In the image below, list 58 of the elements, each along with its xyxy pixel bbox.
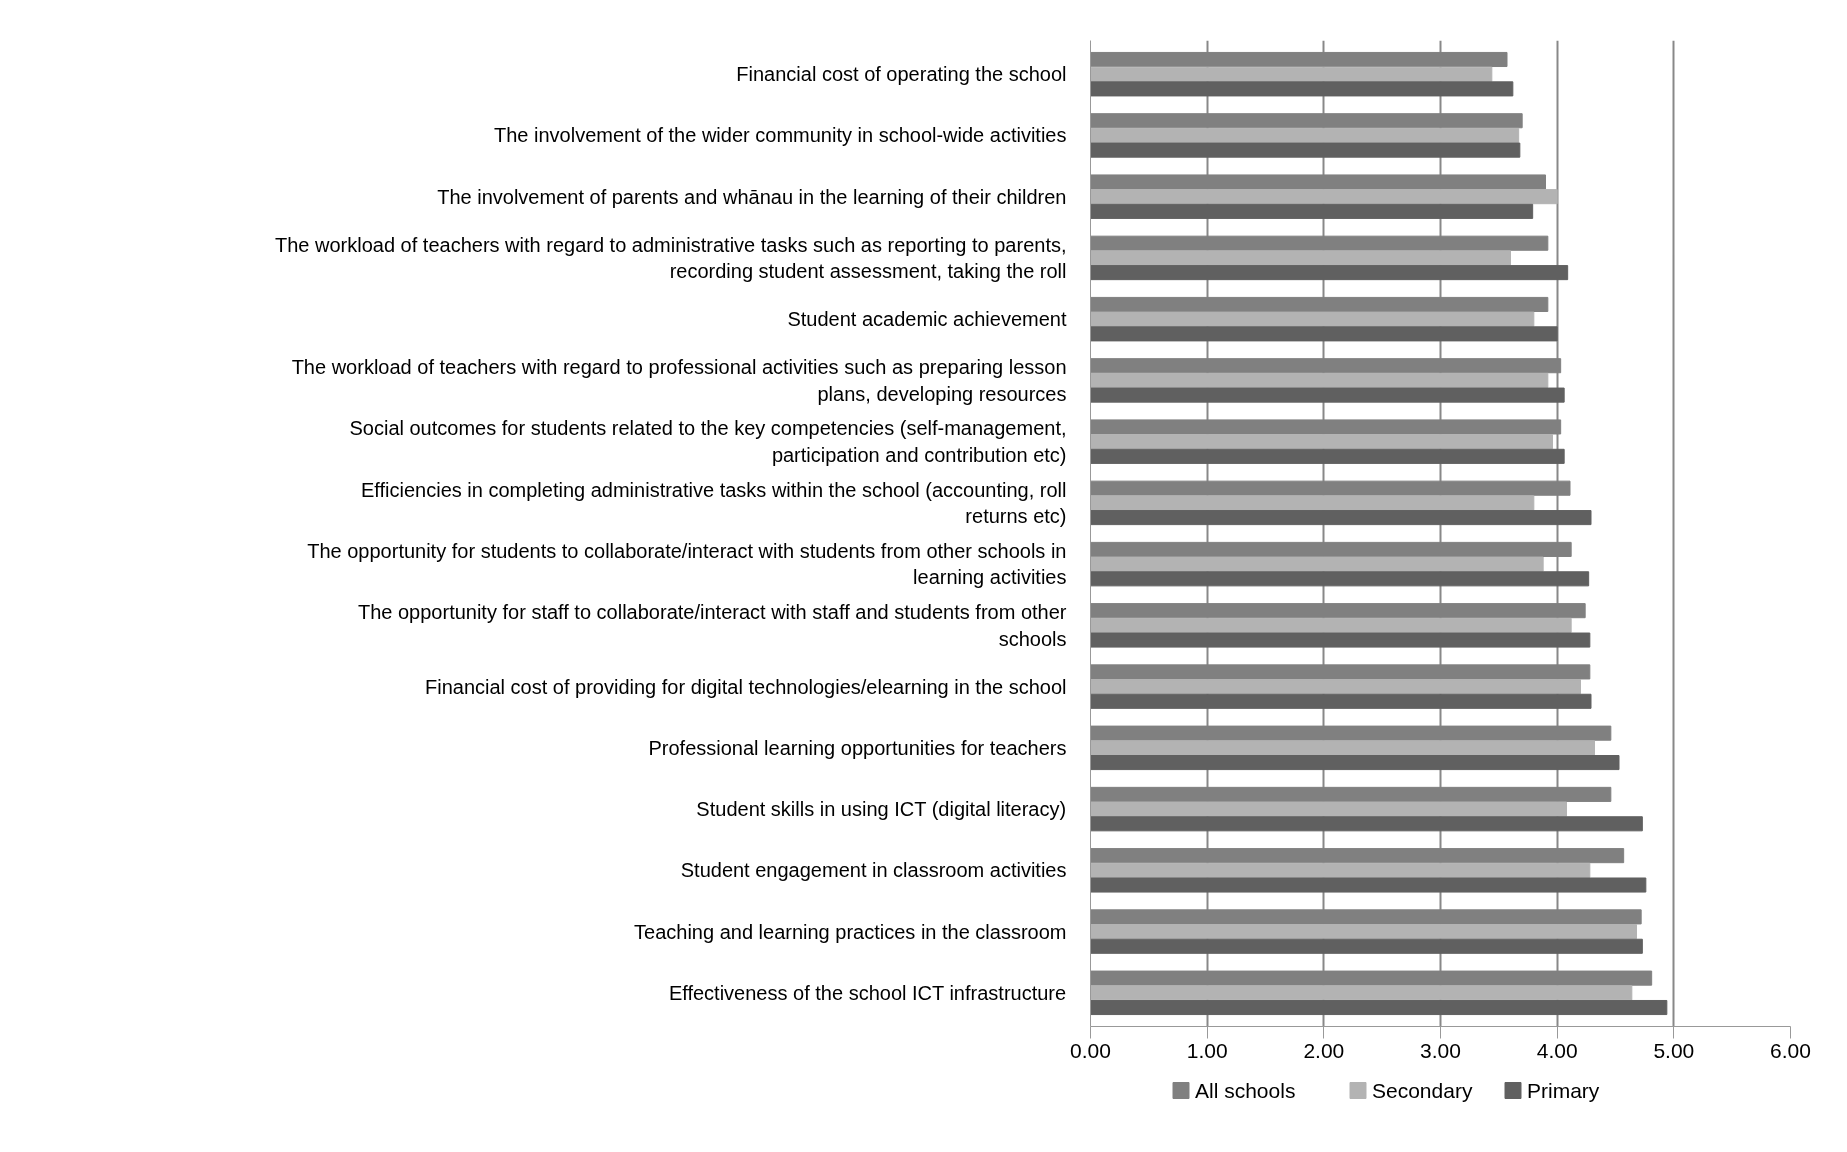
x-tick-label: 6.00	[1770, 1038, 1811, 1062]
y-tick-label: Student academic achievement	[787, 308, 1067, 331]
y-tick-label: Teaching and learning practices in the classroom	[634, 920, 1067, 943]
bar	[1090, 142, 1521, 158]
y-tick-label: Professional learning opportunities for teachers	[648, 736, 1067, 759]
bar	[1090, 693, 1592, 709]
y-tick-label: The involvement of the wider community in school-wide activities	[494, 124, 1067, 147]
bar	[1090, 66, 1493, 82]
bar	[1090, 816, 1643, 832]
x-tick-label: 2.00	[1303, 1038, 1345, 1062]
bar	[1090, 556, 1544, 572]
bar	[1090, 632, 1591, 648]
bar	[1090, 938, 1643, 954]
bar	[1090, 985, 1633, 1001]
bar	[1090, 999, 1668, 1016]
y-tick-label: The opportunity for staff to collaborate/interact with staff and students from other schools	[357, 601, 1067, 650]
bar	[1090, 81, 1514, 97]
legend-label: Secondary	[1372, 1079, 1473, 1102]
y-tick-label: The workload of teachers with regard to professional activities such as preparing lesson plans, developing resources	[291, 356, 1067, 405]
y-tick-label: Efficiencies in completing administrative tasks within the school (accounting, roll returns etc)	[360, 478, 1067, 528]
bar	[1090, 740, 1595, 756]
bar	[1090, 755, 1620, 771]
legend-label: All schools	[1195, 1079, 1296, 1102]
bar	[1090, 862, 1591, 878]
bar	[1090, 495, 1535, 511]
x-tick-label: 5.00	[1653, 1038, 1695, 1062]
y-tick-label: The opportunity for students to collaborate/interact with students from other schools in learning activities	[307, 539, 1067, 589]
y-tick-label: Social outcomes for students related to the key competencies (self-management, participation and contribution etc)	[349, 417, 1067, 466]
bar	[1090, 127, 1520, 143]
y-tick-label: Student engagement in classroom activities	[680, 859, 1067, 882]
x-tick-label: 4.00	[1536, 1038, 1578, 1062]
bar	[1090, 189, 1558, 205]
bar	[1090, 434, 1553, 450]
bar	[1090, 372, 1549, 388]
bar	[1090, 877, 1647, 893]
bar	[1090, 387, 1565, 403]
bar	[1090, 203, 1534, 219]
bar	[1090, 617, 1572, 633]
bar	[1090, 801, 1567, 817]
x-tick-label: 0.00	[1070, 1038, 1111, 1062]
y-tick-label: Effectiveness of the school ICT infrastructure	[668, 981, 1067, 1004]
bar	[1090, 326, 1558, 342]
bar	[1090, 510, 1592, 526]
y-tick-label: The involvement of parents and whānau in the learning of their children	[437, 185, 1067, 208]
legend-label: Primary	[1527, 1079, 1600, 1102]
bar	[1090, 250, 1511, 266]
bar	[1090, 311, 1535, 327]
bar	[1090, 448, 1565, 464]
y-tick-label: Financial cost of providing for digital technologies/elearning in the school	[425, 675, 1067, 698]
x-tick-label: 3.00	[1420, 1038, 1461, 1062]
bar	[1090, 924, 1637, 940]
bar	[1090, 571, 1590, 587]
bar	[1090, 265, 1569, 281]
x-tick-label: 1.00	[1186, 1038, 1228, 1062]
y-tick-label: The workload of teachers with regard to administrative tasks such as reporting to parents, recording student assessment, taking the roll	[275, 233, 1067, 283]
y-tick-label: Financial cost of operating the school	[736, 63, 1067, 86]
bar	[1090, 679, 1581, 695]
y-tick-label: Student skills in using ICT (digital literacy)	[696, 798, 1067, 821]
